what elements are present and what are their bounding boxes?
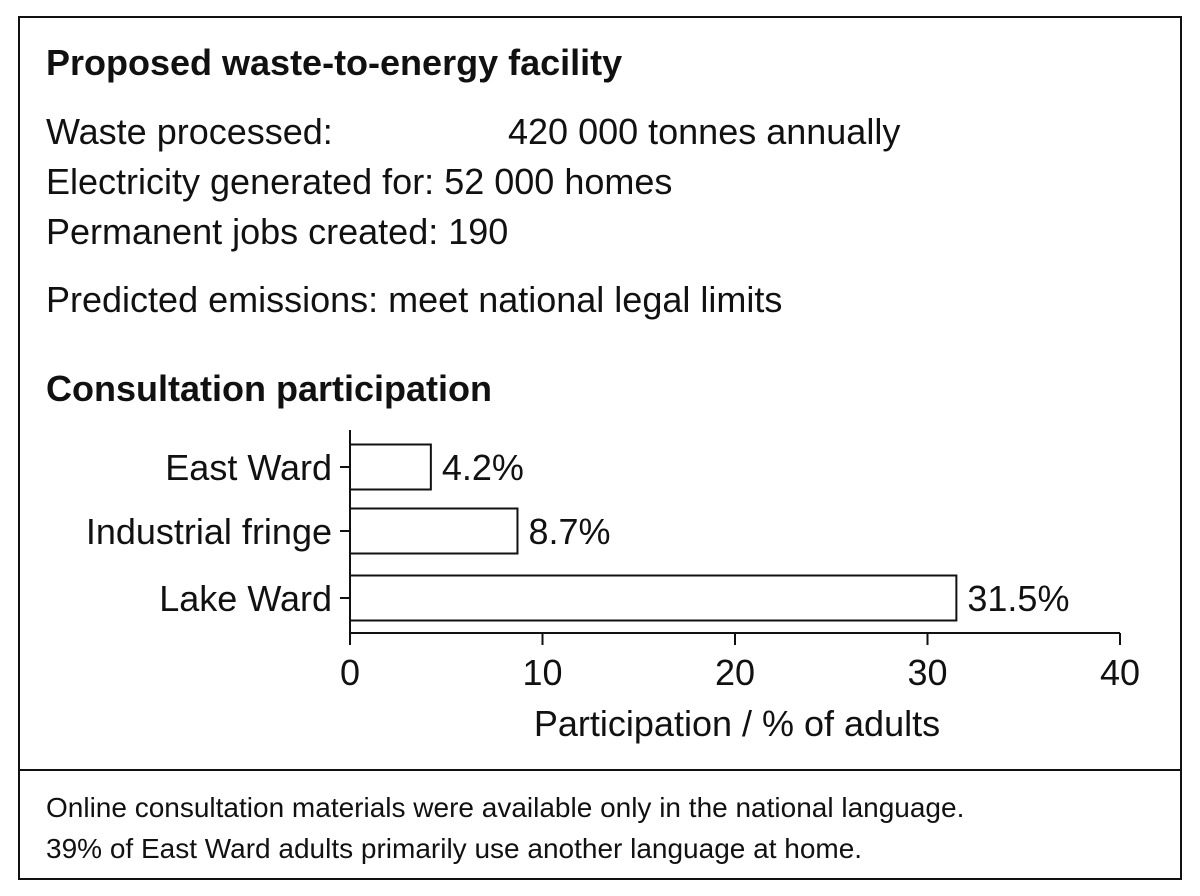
category-label-1: Industrial fringe [86, 511, 332, 552]
emissions-label: Predicted emissions: [46, 279, 379, 320]
footnote-divider [20, 769, 1180, 771]
emissions-value: meet national legal limits [388, 279, 783, 320]
waste-processed-row: Waste processed: 420 000 tonnes annually [46, 112, 900, 152]
emissions-row: Predicted emissions: meet national legal… [46, 280, 782, 320]
electricity-row: Electricity generated for: 52 000 homes [46, 162, 672, 202]
electricity-label: Electricity generated for: [46, 161, 435, 202]
jobs-row: Permanent jobs created: 190 [46, 212, 508, 252]
x-tick-label-2: 20 [715, 652, 755, 693]
facility-title: Proposed waste-to-energy facility [46, 42, 623, 83]
electricity-value: 52 000 homes [444, 161, 673, 202]
bar-1 [349, 507, 519, 555]
x-axis-label: Participation / % of adults [534, 703, 940, 744]
x-tick-label-1: 10 [522, 652, 562, 693]
data-label-2: 31.5% [967, 578, 1069, 619]
x-tick-label-4: 40 [1100, 652, 1140, 693]
bar-0 [349, 443, 432, 491]
consultation-title: Consultation participation [46, 368, 492, 409]
bar-2 [349, 574, 958, 622]
waste-processed-label: Waste processed: [46, 111, 333, 152]
category-label-2: Lake Ward [159, 578, 332, 619]
jobs-label: Permanent jobs created: [46, 211, 439, 252]
x-tick-label-3: 30 [907, 652, 947, 693]
footnote-line-2: 39% of East Ward adults primarily use an… [46, 833, 863, 864]
jobs-value: 190 [448, 211, 509, 252]
data-label-1: 8.7% [528, 511, 610, 552]
x-tick-label-0: 0 [340, 652, 360, 693]
category-label-0: East Ward [165, 447, 332, 488]
data-label-0: 4.2% [442, 447, 524, 488]
waste-processed-value: 420 000 tonnes annually [508, 111, 901, 152]
figure-frame: Proposed waste-to-energy facility Waste … [18, 16, 1182, 880]
footnote-line-1: Online consultation materials were avail… [46, 792, 965, 823]
